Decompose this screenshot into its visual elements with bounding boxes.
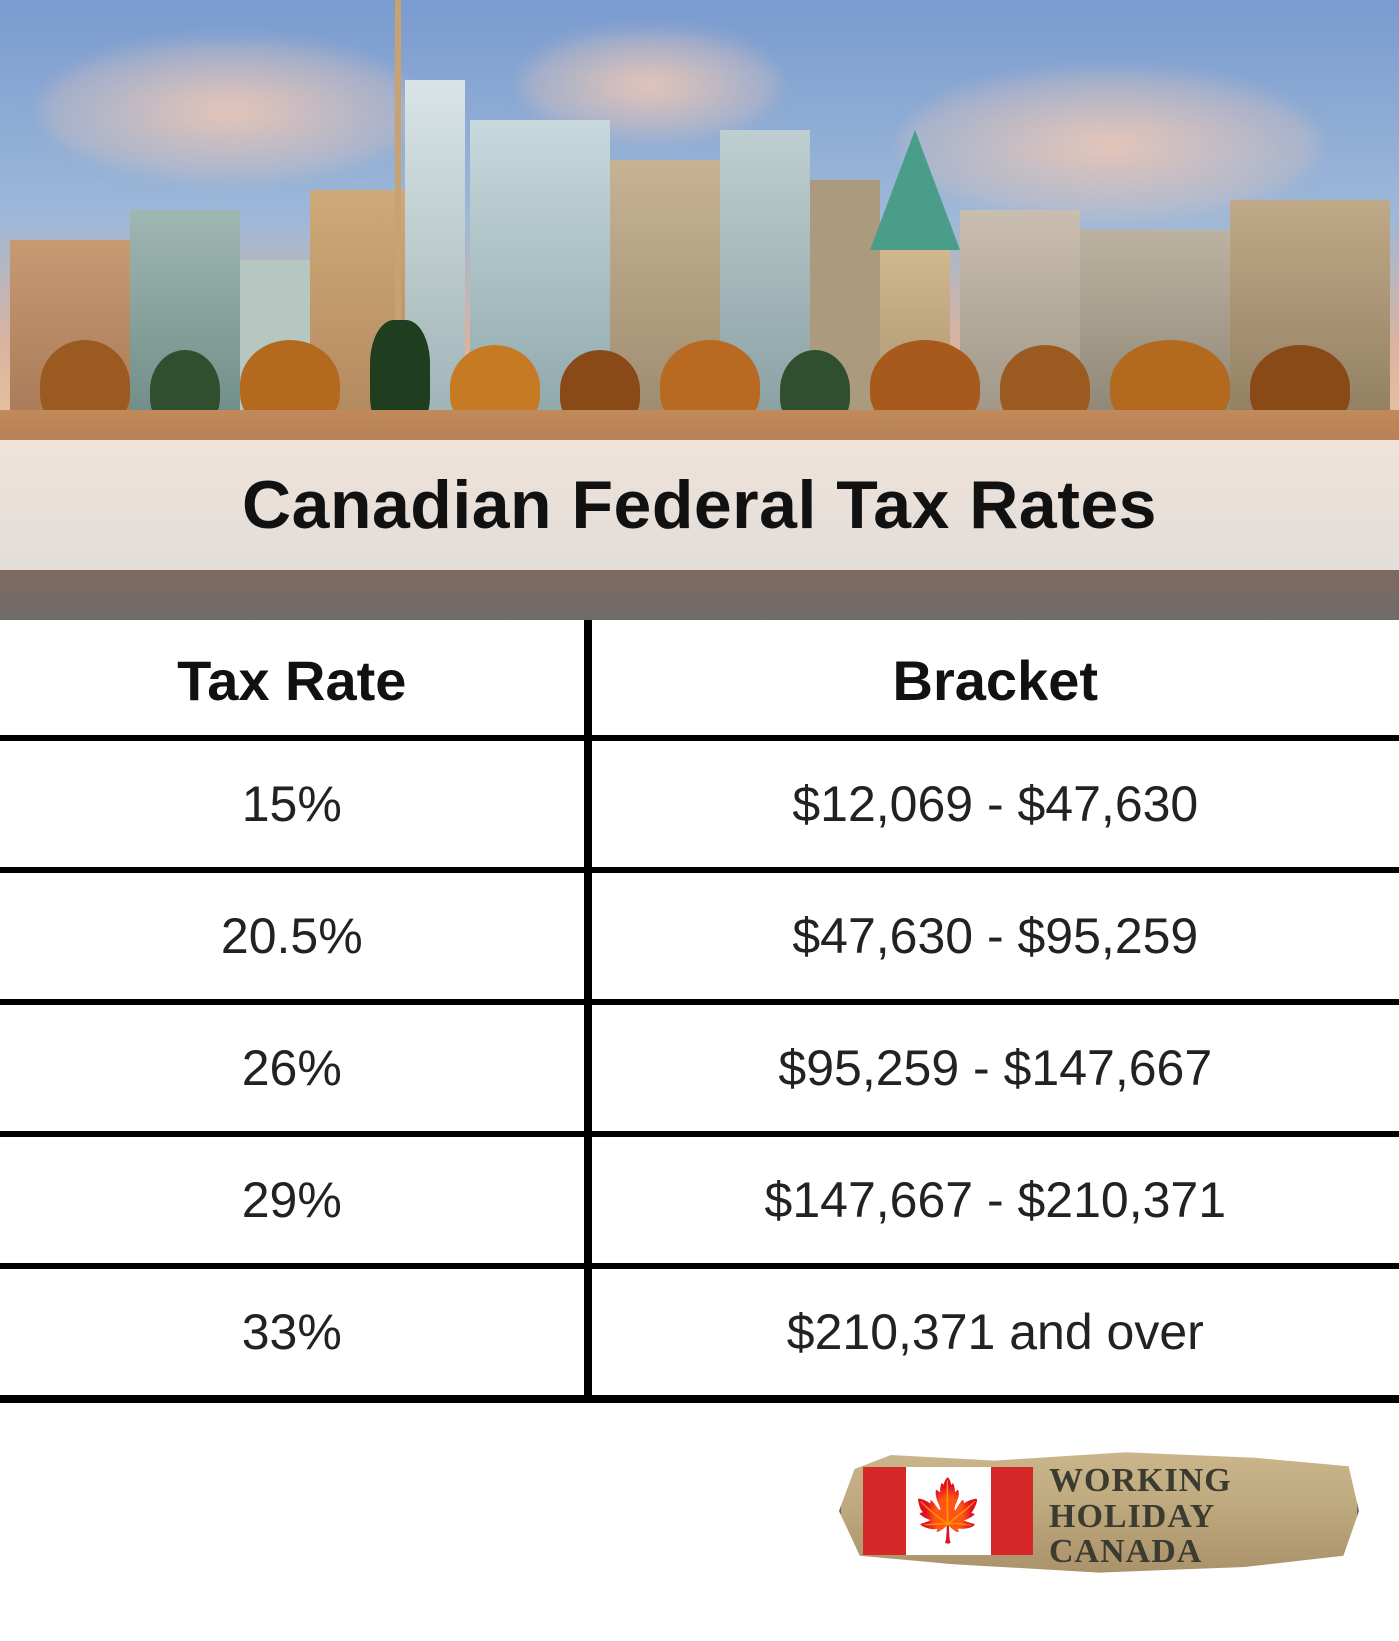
table-row: 15% $12,069 - $47,630 [0,738,1399,870]
logo-text: WORKING HOLIDAY CANADA [1049,1463,1232,1570]
logo-line-2: HOLIDAY [1049,1499,1232,1535]
logo-line-1: WORKING [1049,1463,1232,1499]
rate-cell: 26% [0,1002,588,1134]
col-header-rate: Tax Rate [0,620,588,738]
rate-cell: 33% [0,1266,588,1399]
bracket-cell: $47,630 - $95,259 [588,870,1399,1002]
bracket-cell: $210,371 and over [588,1266,1399,1399]
rate-cell: 29% [0,1134,588,1266]
table-row: 20.5% $47,630 - $95,259 [0,870,1399,1002]
page-title: Canadian Federal Tax Rates [242,466,1157,544]
tax-table-container: Tax Rate Bracket 15% $12,069 - $47,630 2… [0,620,1399,1403]
table-header-row: Tax Rate Bracket [0,620,1399,738]
brand-logo: 🍁 WORKING HOLIDAY CANADA [839,1441,1359,1581]
tax-rate-table: Tax Rate Bracket 15% $12,069 - $47,630 2… [0,620,1399,1403]
hero-image: Canadian Federal Tax Rates [0,0,1399,620]
rate-cell: 15% [0,738,588,870]
rate-cell: 20.5% [0,870,588,1002]
table-row: 29% $147,667 - $210,371 [0,1134,1399,1266]
col-header-bracket: Bracket [588,620,1399,738]
maple-leaf-icon: 🍁 [911,1481,986,1541]
bracket-cell: $147,667 - $210,371 [588,1134,1399,1266]
bracket-cell: $95,259 - $147,667 [588,1002,1399,1134]
bracket-cell: $12,069 - $47,630 [588,738,1399,870]
title-bar: Canadian Federal Tax Rates [0,440,1399,570]
logo-line-3: CANADA [1049,1534,1232,1570]
table-row: 26% $95,259 - $147,667 [0,1002,1399,1134]
table-row: 33% $210,371 and over [0,1266,1399,1399]
canada-flag-icon: 🍁 [863,1467,1033,1555]
